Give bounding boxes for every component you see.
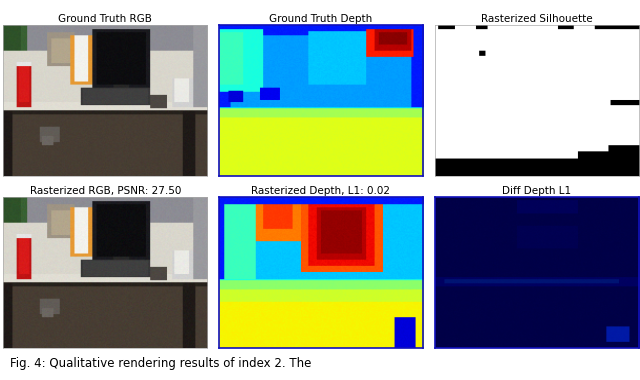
Title: Rasterized Depth, L1: 0.02: Rasterized Depth, L1: 0.02 [252,186,390,196]
Title: Rasterized Silhouette: Rasterized Silhouette [481,14,593,24]
Title: Rasterized RGB, PSNR: 27.50: Rasterized RGB, PSNR: 27.50 [29,186,181,196]
Title: Diff Depth L1: Diff Depth L1 [502,186,572,196]
Text: Fig. 4: Qualitative rendering results of index 2. The: Fig. 4: Qualitative rendering results of… [10,358,311,370]
Title: Ground Truth RGB: Ground Truth RGB [58,14,152,24]
Title: Ground Truth Depth: Ground Truth Depth [269,14,372,24]
